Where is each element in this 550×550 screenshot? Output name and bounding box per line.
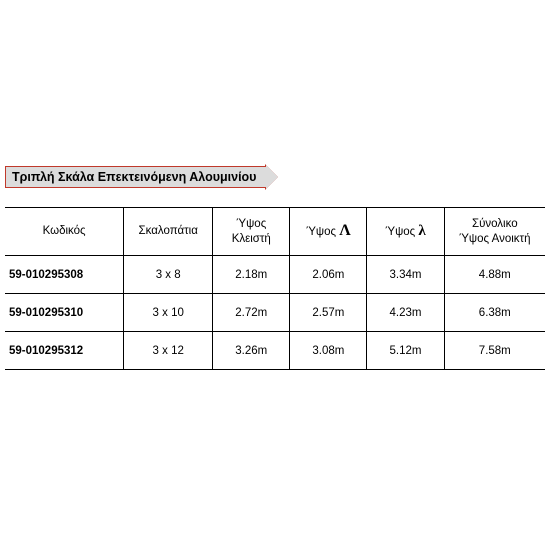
table-row: 59-010295310 3 x 10 2.72m 2.57m 4.23m 6.… [5, 294, 545, 332]
col-header-height-lambda-lower: Ύψος λ [367, 208, 444, 256]
cell-closed: 2.72m [213, 294, 290, 332]
table-header-row: Κωδικός Σκαλοπάτια Ύψος Κλειστή Ύψος Λ Ύ… [5, 208, 545, 256]
cell-steps: 3 x 12 [124, 332, 213, 370]
col-header-code: Κωδικός [5, 208, 124, 256]
table-row: 59-010295312 3 x 12 3.26m 3.08m 5.12m 7.… [5, 332, 545, 370]
col-header-closed-height: Ύψος Κλειστή [213, 208, 290, 256]
cell-total: 6.38m [444, 294, 545, 332]
title-banner-arrow-icon [266, 165, 278, 189]
cell-code: 59-010295308 [5, 256, 124, 294]
title-banner: Τριπλή Σκάλα Επεκτεινόμενη Αλουμινίου [5, 165, 278, 189]
cell-lambda-lower: 3.34m [367, 256, 444, 294]
table-row: 59-010295308 3 x 8 2.18m 2.06m 3.34m 4.8… [5, 256, 545, 294]
col-header-total-open-height: Σύνολικο Ύψος Ανοικτή [444, 208, 545, 256]
lambda-lower-icon: λ [418, 223, 425, 239]
cell-code: 59-010295312 [5, 332, 124, 370]
col-header-height-lambda-upper: Ύψος Λ [290, 208, 367, 256]
title-banner-text: Τριπλή Σκάλα Επεκτεινόμενη Αλουμινίου [5, 166, 266, 188]
cell-lambda-lower: 5.12m [367, 332, 444, 370]
cell-lambda-upper: 2.06m [290, 256, 367, 294]
cell-total: 4.88m [444, 256, 545, 294]
cell-lambda-upper: 2.57m [290, 294, 367, 332]
cell-closed: 3.26m [213, 332, 290, 370]
lambda-upper-icon: Λ [339, 222, 350, 239]
cell-steps: 3 x 10 [124, 294, 213, 332]
cell-lambda-upper: 3.08m [290, 332, 367, 370]
cell-steps: 3 x 8 [124, 256, 213, 294]
spec-table: Κωδικός Σκαλοπάτια Ύψος Κλειστή Ύψος Λ Ύ… [5, 207, 545, 370]
cell-closed: 2.18m [213, 256, 290, 294]
cell-lambda-lower: 4.23m [367, 294, 444, 332]
col-header-steps: Σκαλοπάτια [124, 208, 213, 256]
cell-total: 7.58m [444, 332, 545, 370]
cell-code: 59-010295310 [5, 294, 124, 332]
table-body: 59-010295308 3 x 8 2.18m 2.06m 3.34m 4.8… [5, 256, 545, 370]
